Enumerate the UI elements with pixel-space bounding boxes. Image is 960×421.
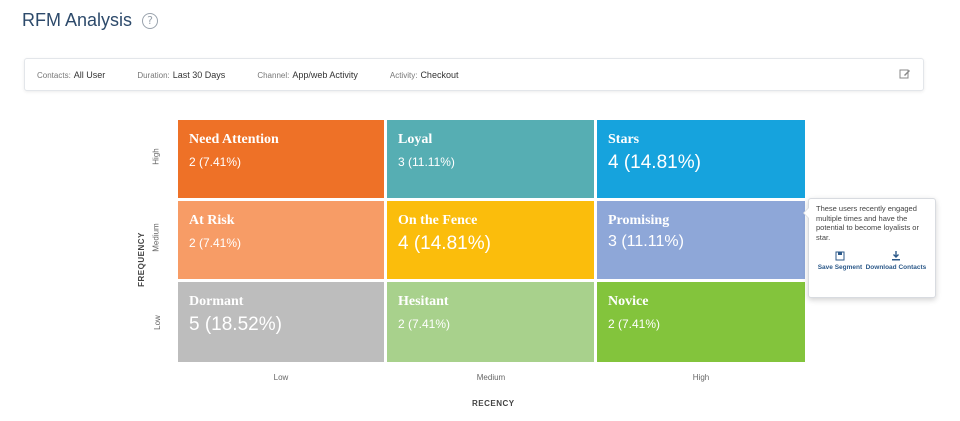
segment-name: Dormant [189, 294, 244, 309]
save-segment-label: Save Segment [817, 264, 863, 271]
filter-label: Duration: [137, 70, 170, 80]
download-icon [891, 251, 900, 261]
filter-bar: Contacts: All User Duration: Last 30 Day… [24, 58, 924, 91]
segment-hesitant[interactable]: Hesitant 2 (7.41%) [387, 282, 594, 362]
filter-activity: Activity: Checkout [390, 70, 459, 80]
filter-label: Channel: [257, 70, 290, 80]
rfm-grid: Need Attention 2 (7.41%) Loyal 3 (11.11%… [178, 120, 805, 362]
segment-name: Promising [608, 213, 670, 228]
filter-value: App/web Activity [292, 69, 358, 80]
question-circle-icon[interactable]: ? [142, 12, 159, 29]
segment-value: 2 (7.41%) [608, 317, 661, 331]
segment-value: 3 (11.11%) [398, 155, 455, 169]
filter-value: All User [73, 69, 106, 80]
segment-name: Loyal [398, 132, 433, 147]
segment-value: 2 (7.41%) [398, 317, 451, 331]
title-row: RFM Analysis ? [22, 10, 159, 31]
segment-novice[interactable]: Novice 2 (7.41%) [597, 282, 805, 362]
filter-label: Contacts: [37, 70, 71, 80]
filter-value: Last 30 Days [172, 69, 226, 80]
page-title: RFM Analysis [22, 10, 133, 30]
segment-name: At Risk [189, 213, 235, 228]
segment-promising[interactable]: Promising 3 (11.11%) [597, 201, 805, 279]
y-tick-high: High [151, 148, 161, 165]
segment-name: Novice [608, 294, 649, 309]
segment-value: 4 (14.81%) [608, 152, 701, 173]
filter-label: Activity: [389, 70, 418, 80]
segment-value: 2 (7.41%) [189, 155, 242, 169]
segment-name: Need Attention [189, 132, 279, 147]
y-tick-medium: Medium [151, 223, 161, 252]
save-segment-button[interactable]: Save Segment [818, 251, 862, 272]
segment-loyal[interactable]: Loyal 3 (11.11%) [387, 120, 594, 198]
filter-value: Checkout [420, 69, 459, 80]
segment-at-risk[interactable]: At Risk 2 (7.41%) [178, 201, 384, 279]
y-axis-title: FREQUENCY [136, 232, 146, 287]
y-tick-low: Low [152, 315, 162, 330]
segment-stars[interactable]: Stars 4 (14.81%) [597, 120, 805, 198]
download-contacts-label: Download Contacts [865, 264, 927, 271]
edit-icon[interactable] [899, 68, 911, 80]
x-tick-medium: Medium [476, 373, 506, 382]
segment-value: 2 (7.41%) [189, 236, 242, 250]
x-tick-low: Low [273, 373, 289, 382]
segment-value: 5 (18.52%) [189, 314, 282, 335]
segment-on-the-fence[interactable]: On the Fence 4 (14.81%) [387, 201, 594, 279]
segment-name: On the Fence [398, 213, 478, 228]
segment-value: 3 (11.11%) [608, 233, 684, 250]
filter-duration: Duration: Last 30 Days [137, 70, 225, 80]
tooltip-text: These users recently engaged multiple ti… [816, 204, 919, 242]
segment-name: Hesitant [398, 294, 449, 309]
segment-tooltip: These users recently engaged multiple ti… [803, 198, 936, 298]
save-icon [835, 251, 845, 261]
download-contacts-button[interactable]: Download Contacts [865, 251, 927, 272]
tooltip-actions: Save Segment Download Contacts [816, 251, 928, 272]
segment-need-attention[interactable]: Need Attention 2 (7.41%) [178, 120, 384, 198]
filter-channel: Channel: App/web Activity [257, 70, 358, 80]
segment-name: Stars [608, 132, 640, 147]
filter-contacts: Contacts: All User [37, 70, 105, 80]
x-axis-title: RECENCY [472, 399, 515, 408]
x-tick-high: High [692, 373, 710, 382]
segment-value: 4 (14.81%) [398, 233, 491, 254]
segment-dormant[interactable]: Dormant 5 (18.52%) [178, 282, 384, 362]
